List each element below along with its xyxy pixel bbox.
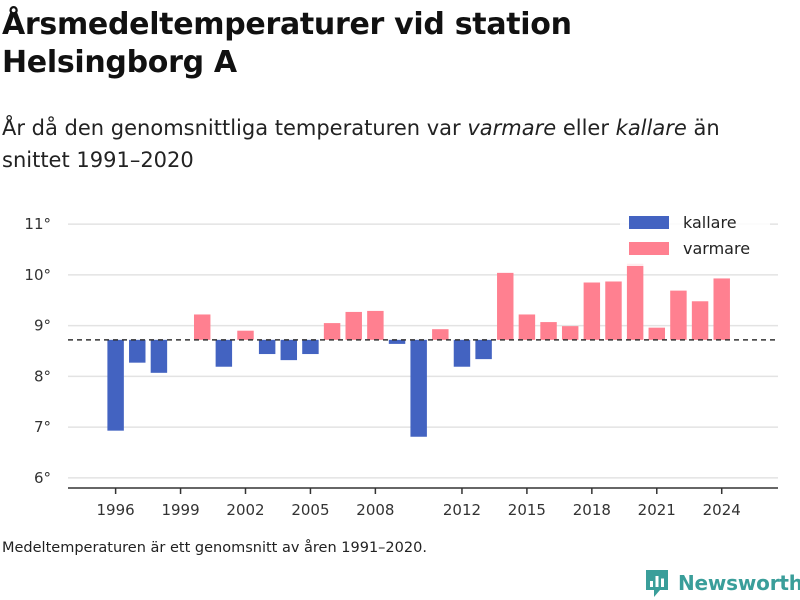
bar-1996 xyxy=(107,339,124,431)
bar-2018 xyxy=(583,282,601,340)
legend-label-varmare: varmare xyxy=(683,239,750,258)
legend-swatch-varmare xyxy=(629,242,669,255)
bar-2009 xyxy=(388,339,406,344)
bar-1998 xyxy=(150,339,168,373)
bar-2022 xyxy=(670,290,687,340)
bar-2011 xyxy=(432,329,449,340)
bar-2016 xyxy=(540,322,557,340)
brand-logo: Newsworthy xyxy=(644,566,800,600)
x-tick-label: 2008 xyxy=(356,501,394,519)
y-tick-label: 8° xyxy=(34,367,51,385)
brand-name: Newsworthy xyxy=(678,571,800,595)
bar-2023 xyxy=(691,301,709,340)
bar-2007 xyxy=(345,311,362,340)
legend-swatch-kallare xyxy=(629,216,669,229)
y-tick-label: 7° xyxy=(34,418,51,436)
newsworthy-logo-icon xyxy=(646,570,668,597)
x-tick-label: 2002 xyxy=(226,501,264,519)
y-tick-label: 6° xyxy=(34,469,51,487)
x-tick-label: 1999 xyxy=(161,501,199,519)
bar-2000 xyxy=(193,314,211,340)
bar-1997 xyxy=(129,339,146,363)
chart-subtitle: År då den genomsnittliga temperaturen va… xyxy=(2,112,792,176)
bar-chart: 6° 7° 8° 9° 10° 11° 1996 1999 2002 2005 2008 2012 20… xyxy=(24,208,778,519)
x-tick-label: 1996 xyxy=(97,501,135,519)
bar-2010 xyxy=(410,339,427,437)
x-tick-label: 2024 xyxy=(703,501,741,519)
bar-2017 xyxy=(561,326,579,340)
subtitle-part-1: År då den genomsnittliga temperaturen va… xyxy=(2,116,468,140)
subtitle-kallare: kallare xyxy=(615,116,687,140)
y-tick-label: 10° xyxy=(24,266,51,284)
bar-2002 xyxy=(237,330,254,340)
bar-2005 xyxy=(302,339,319,355)
y-tick-label: 11° xyxy=(24,215,51,233)
bar-2019 xyxy=(605,281,622,340)
bar-2006 xyxy=(323,323,341,340)
bar-2003 xyxy=(258,339,276,355)
subtitle-part-3: eller xyxy=(556,116,616,140)
bar-2021 xyxy=(648,327,666,340)
chart-title: Årsmedeltemperaturer vid station Helsing… xyxy=(2,7,572,80)
footnote: Medeltemperaturen är ett genomsnitt av å… xyxy=(2,540,427,556)
x-tick-label: 2005 xyxy=(291,501,329,519)
bar-2012 xyxy=(453,339,471,367)
bar-2024 xyxy=(713,278,730,340)
bar-2013 xyxy=(475,339,492,360)
bar-2015 xyxy=(518,314,536,340)
subtitle-part-5: än snittet 1991–2020 xyxy=(2,116,720,172)
legend-label-kallare: kallare xyxy=(683,213,737,232)
bar-2020 xyxy=(626,263,644,340)
y-tick-label: 9° xyxy=(34,317,51,335)
bar-2014 xyxy=(497,272,514,340)
bar-2001 xyxy=(215,339,233,367)
x-tick-label: 2012 xyxy=(443,501,481,519)
x-tick-label: 2018 xyxy=(573,501,611,519)
subtitle-varmare: varmare xyxy=(467,116,557,140)
x-tick-label: 2015 xyxy=(508,501,546,519)
bar-2008 xyxy=(367,310,384,340)
x-tick-label: 2021 xyxy=(638,501,676,519)
bar-2004 xyxy=(280,339,298,361)
